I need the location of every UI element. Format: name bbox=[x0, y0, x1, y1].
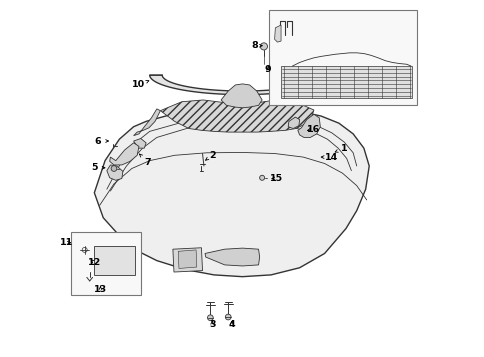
Text: 15: 15 bbox=[269, 174, 282, 183]
Polygon shape bbox=[94, 106, 368, 277]
Polygon shape bbox=[172, 248, 202, 272]
Bar bbox=[71, 232, 140, 295]
Polygon shape bbox=[178, 250, 197, 268]
Polygon shape bbox=[205, 248, 259, 266]
Polygon shape bbox=[280, 66, 411, 98]
Polygon shape bbox=[287, 117, 299, 129]
Text: 8: 8 bbox=[251, 41, 262, 50]
Bar bbox=[269, 10, 417, 105]
Text: 10: 10 bbox=[132, 80, 149, 90]
Polygon shape bbox=[109, 143, 139, 165]
Text: 14: 14 bbox=[320, 152, 338, 162]
Text: 1: 1 bbox=[334, 144, 347, 153]
Polygon shape bbox=[106, 165, 122, 180]
Polygon shape bbox=[133, 109, 160, 136]
Circle shape bbox=[260, 43, 267, 50]
Polygon shape bbox=[297, 114, 319, 137]
Polygon shape bbox=[221, 84, 261, 108]
Circle shape bbox=[111, 166, 117, 171]
Polygon shape bbox=[150, 75, 334, 95]
Polygon shape bbox=[274, 25, 280, 42]
Text: 2: 2 bbox=[205, 151, 215, 160]
Circle shape bbox=[259, 175, 264, 180]
Text: 7: 7 bbox=[139, 154, 151, 167]
Text: 6: 6 bbox=[94, 136, 108, 146]
Polygon shape bbox=[133, 139, 146, 148]
Text: 11: 11 bbox=[60, 238, 74, 247]
Text: 5: 5 bbox=[91, 163, 105, 172]
Text: 13: 13 bbox=[94, 285, 107, 294]
Text: 4: 4 bbox=[228, 320, 235, 330]
Bar bbox=[94, 246, 135, 275]
Polygon shape bbox=[160, 100, 313, 132]
Text: 9: 9 bbox=[264, 65, 271, 74]
Text: 16: 16 bbox=[306, 125, 319, 134]
Circle shape bbox=[225, 314, 230, 320]
Text: 3: 3 bbox=[209, 320, 215, 330]
Circle shape bbox=[207, 315, 213, 321]
Text: 12: 12 bbox=[88, 258, 101, 267]
